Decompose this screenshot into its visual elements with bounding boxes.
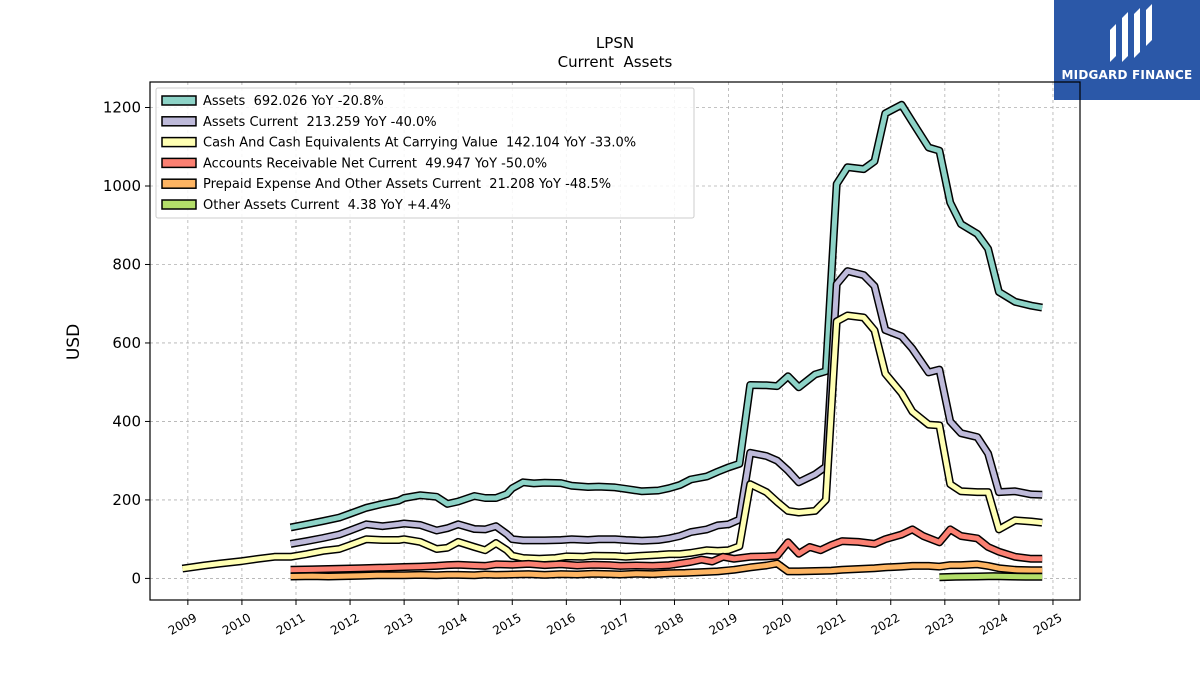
legend-label: Other Assets Current 4.38 YoY +4.4% (203, 198, 451, 213)
legend-frame (155, 87, 695, 219)
y-tick-label: 200 (112, 491, 141, 509)
legend-swatch (161, 95, 197, 106)
y-tick-label: 600 (112, 334, 141, 352)
legend: Assets 692.026 YoY -20.8% Assets Current … (155, 87, 695, 219)
y-tick-label: 0 (131, 569, 141, 587)
x-tick-label: 2025 (1031, 610, 1064, 637)
x-tick-label: 2014 (436, 610, 469, 637)
y-tick-label: 1200 (103, 99, 141, 117)
legend-swatch (161, 157, 197, 169)
legend-label: Assets Current 213.259 YoY -40.0% (203, 115, 437, 130)
y-tick-label: 1000 (103, 177, 141, 195)
x-tick-label: 2015 (490, 610, 523, 637)
series-lines (181, 100, 1043, 582)
x-tick-label: 2016 (544, 610, 577, 637)
chart-subtitle: Current Assets (558, 53, 673, 71)
legend-label: Accounts Receivable Net Current 49.947 Y… (203, 156, 547, 171)
y-axis: 0 200 400 600 800 1000 1200 (103, 99, 150, 587)
x-tick-label: 2019 (707, 610, 740, 637)
legend-swatch (161, 116, 197, 127)
x-tick-label: 2009 (166, 610, 199, 637)
x-tick-label: 2022 (869, 610, 902, 637)
x-tick-label: 2018 (653, 610, 686, 637)
x-tick-label: 2012 (328, 610, 361, 637)
series-line (290, 526, 1043, 573)
plot-frame (149, 81, 1081, 601)
x-tick-label: 2023 (923, 610, 956, 637)
legend-swatch (161, 199, 197, 210)
legend-swatch (161, 178, 197, 189)
legend-label: Prepaid Expense And Other Assets Current… (203, 177, 611, 192)
y-axis-label: USD (64, 324, 84, 360)
brand-mark-icon (1110, 4, 1152, 62)
legend-label: Cash And Cash Equivalents At Carrying Va… (203, 136, 636, 151)
chart-title: LPSN (596, 34, 634, 52)
series-line-outline (289, 267, 1043, 548)
series-line (290, 102, 1043, 530)
series-line (939, 573, 1043, 580)
x-tick-label: 2021 (815, 610, 848, 637)
x-axis: 2009 2010 2011 2012 2013 2014 2015 2016 2017 2018… (166, 600, 1064, 638)
series-line (290, 268, 1043, 547)
x-tick-label: 2010 (220, 610, 253, 637)
legend-label: Assets 692.026 YoY -20.8% (203, 94, 384, 109)
series-line (182, 313, 1043, 572)
series-line (290, 561, 1043, 579)
brand-logo: MIDGARD FINANCE (1054, 0, 1200, 100)
x-tick-label: 2013 (382, 610, 415, 637)
y-tick-label: 400 (112, 412, 141, 430)
legend-swatch (161, 136, 197, 148)
brand-name: MIDGARD FINANCE (1061, 68, 1193, 82)
x-tick-label: 2020 (761, 610, 794, 637)
x-tick-label: 2024 (977, 610, 1010, 637)
x-tick-label: 2011 (274, 610, 307, 637)
y-tick-label: 800 (112, 255, 141, 273)
x-tick-label: 2017 (598, 610, 631, 637)
